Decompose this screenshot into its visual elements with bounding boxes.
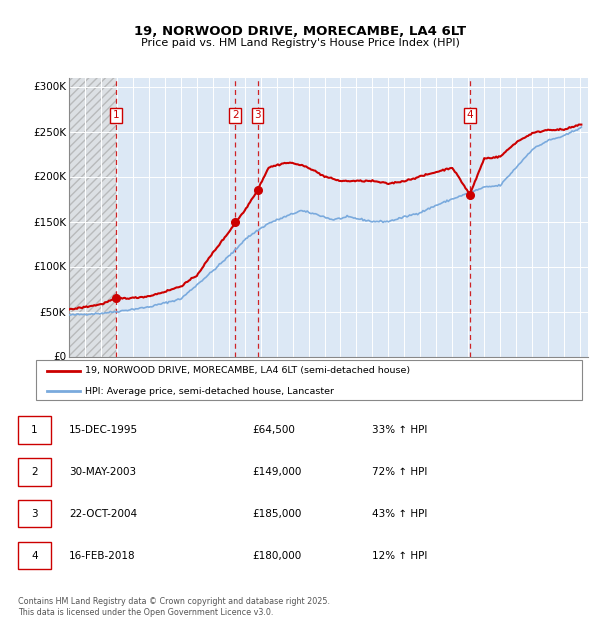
Text: 1: 1 bbox=[113, 110, 119, 120]
Text: 43% ↑ HPI: 43% ↑ HPI bbox=[372, 509, 427, 519]
Text: 4: 4 bbox=[467, 110, 473, 120]
Text: 4: 4 bbox=[31, 551, 38, 560]
Text: £64,500: £64,500 bbox=[252, 425, 295, 435]
Text: 2: 2 bbox=[232, 110, 239, 120]
Text: 33% ↑ HPI: 33% ↑ HPI bbox=[372, 425, 427, 435]
Text: Contains HM Land Registry data © Crown copyright and database right 2025.
This d: Contains HM Land Registry data © Crown c… bbox=[18, 598, 330, 617]
Text: £180,000: £180,000 bbox=[252, 551, 301, 560]
Text: 19, NORWOOD DRIVE, MORECAMBE, LA4 6LT: 19, NORWOOD DRIVE, MORECAMBE, LA4 6LT bbox=[134, 25, 466, 38]
Text: 3: 3 bbox=[31, 509, 38, 519]
Text: HPI: Average price, semi-detached house, Lancaster: HPI: Average price, semi-detached house,… bbox=[85, 386, 334, 396]
Text: 22-OCT-2004: 22-OCT-2004 bbox=[69, 509, 137, 519]
Text: 1: 1 bbox=[31, 425, 38, 435]
Text: 19, NORWOOD DRIVE, MORECAMBE, LA4 6LT (semi-detached house): 19, NORWOOD DRIVE, MORECAMBE, LA4 6LT (s… bbox=[85, 366, 410, 375]
Text: 30-MAY-2003: 30-MAY-2003 bbox=[69, 467, 136, 477]
Bar bbox=[69, 78, 116, 356]
Text: £149,000: £149,000 bbox=[252, 467, 301, 477]
Text: 15-DEC-1995: 15-DEC-1995 bbox=[69, 425, 138, 435]
Text: 2: 2 bbox=[31, 467, 38, 477]
Text: 3: 3 bbox=[254, 110, 261, 120]
Text: 16-FEB-2018: 16-FEB-2018 bbox=[69, 551, 136, 560]
Text: 72% ↑ HPI: 72% ↑ HPI bbox=[372, 467, 427, 477]
Text: 12% ↑ HPI: 12% ↑ HPI bbox=[372, 551, 427, 560]
Text: Price paid vs. HM Land Registry's House Price Index (HPI): Price paid vs. HM Land Registry's House … bbox=[140, 38, 460, 48]
Text: £185,000: £185,000 bbox=[252, 509, 301, 519]
